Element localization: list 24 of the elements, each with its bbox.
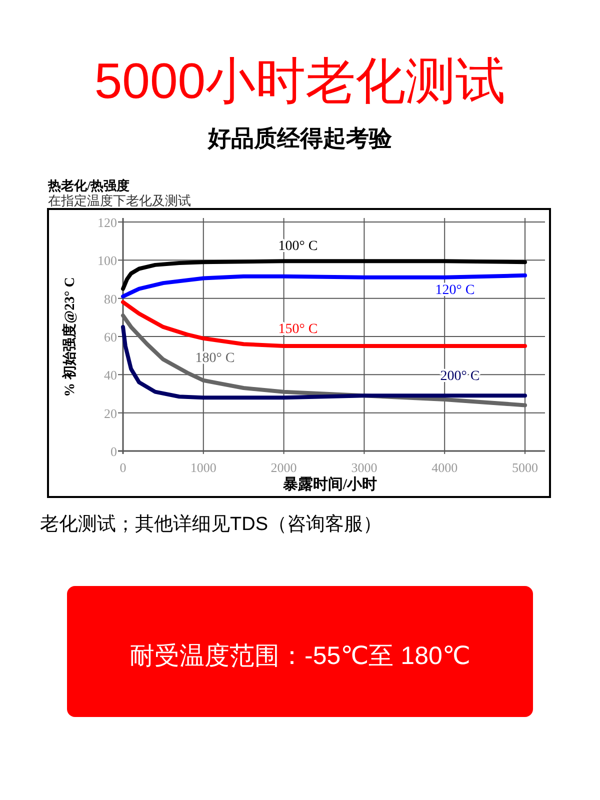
line-series [121,300,527,348]
y-tick-label: 40 [104,368,117,383]
x-tick-label: 0 [120,460,126,475]
x-tick-label: 4000 [432,460,458,475]
y-tick-label: 0 [110,444,117,459]
y-tick-label: 80 [104,291,117,306]
text: 在指定温度下老化及测试 [48,193,191,208]
y-tick-label: 20 [104,406,117,421]
text: 耐受温度范围：-55℃至 180℃ [130,642,470,670]
y-tick-label: 60 [104,330,117,344]
x-tick-label: 5000 [512,460,538,475]
text: 热老化/热强度 [47,178,130,193]
line-series [121,324,527,400]
x-tick-label: 1000 [190,460,216,475]
y-tick-label: 100 [98,253,117,268]
y-axis-title: % 初始强度@23° C [61,277,78,397]
y-tick-label: 120 [98,215,117,230]
chart-title: 5000小时老化测试 [94,53,506,109]
line-series [121,273,527,298]
text: 老化测试；其他详细见TDS（咨询客服） [40,513,382,535]
chart-subtitle: 好品质经得起考验 [207,125,393,151]
x-tick-label: 2000 [270,460,297,475]
x-tick-label: 3000 [351,460,378,475]
x-axis-title: 暴露时间/小时 [282,476,378,493]
